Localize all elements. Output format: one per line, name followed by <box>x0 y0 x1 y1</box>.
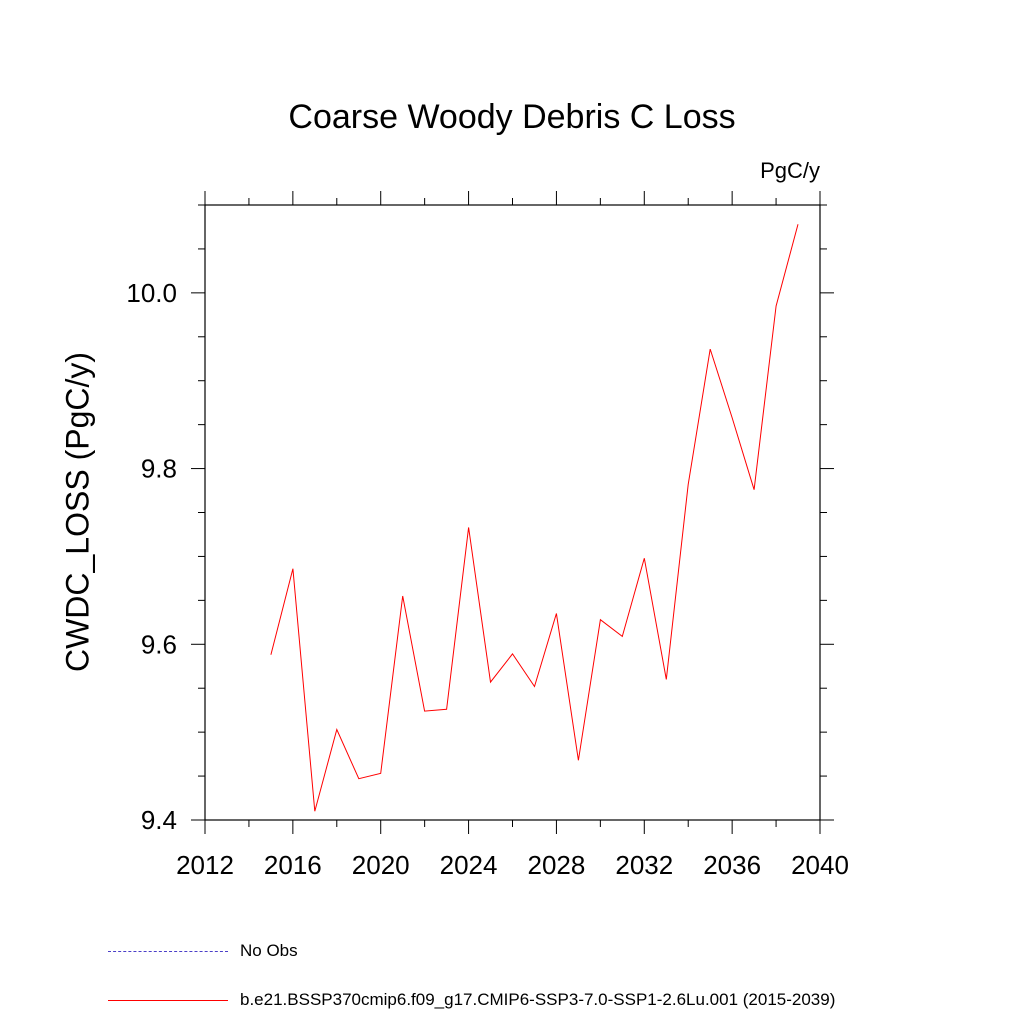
x-tick-label: 2016 <box>264 850 322 880</box>
series-line <box>270 224 799 812</box>
legend-solid-swatch <box>108 999 228 1001</box>
x-tick-label: 2032 <box>615 850 673 880</box>
x-tick-label: 2020 <box>352 850 410 880</box>
units-label: PgC/y <box>760 158 820 183</box>
chart-title: Coarse Woody Debris C Loss <box>288 98 736 136</box>
x-tick-label: 2036 <box>703 850 761 880</box>
legend-item-series: b.e21.BSSP370cmip6.f09_g17.CMIP6-SSP3-7.… <box>108 985 835 1015</box>
legend-item-no-obs: No Obs <box>108 936 298 966</box>
y-tick-label: 9.8 <box>141 454 177 484</box>
legend-dashed-swatch <box>108 950 228 952</box>
x-tick-label: 2028 <box>528 850 586 880</box>
x-tick-label: 2040 <box>791 850 849 880</box>
y-tick-label: 9.4 <box>141 805 177 835</box>
y-tick-label: 9.6 <box>141 629 177 659</box>
plot-frame <box>204 204 821 821</box>
legend-label-series: b.e21.BSSP370cmip6.f09_g17.CMIP6-SSP3-7.… <box>240 990 836 1009</box>
y-tick-label: 10.0 <box>126 278 177 308</box>
x-tick-label: 2012 <box>176 850 234 880</box>
legend-label-no-obs: No Obs <box>240 941 298 960</box>
x-tick-label: 2024 <box>440 850 498 880</box>
